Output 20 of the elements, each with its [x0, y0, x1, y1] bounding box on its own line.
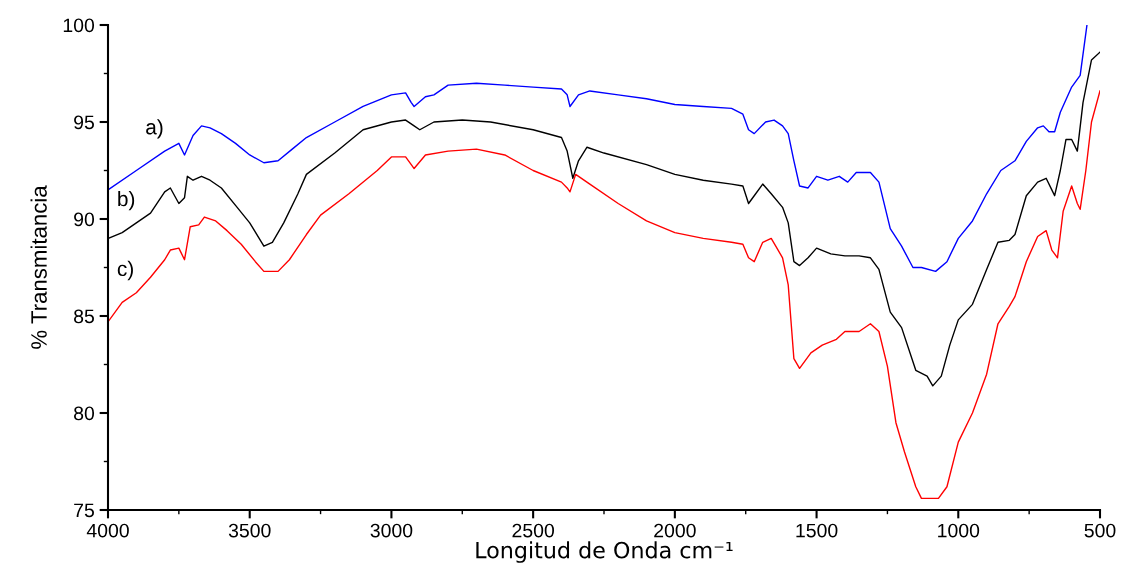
x-tick-label: 2500	[512, 523, 555, 538]
series-label: a)	[146, 119, 163, 139]
x-tick-label: 2000	[654, 523, 696, 538]
x-tick-label: 4000	[86, 523, 129, 538]
series-label: c)	[117, 260, 133, 281]
x-tick-label: 3500	[228, 523, 271, 538]
y-tick-label: 100	[63, 18, 95, 33]
series-label: b)	[118, 190, 135, 211]
x-axis-title: Longitud de Onda cm⁻¹	[476, 541, 733, 563]
y-tick-label: 75	[74, 503, 94, 518]
y-axis-title: % Transmitancia	[30, 185, 47, 349]
y-tick-label: 90	[74, 212, 95, 227]
x-tick-label: 1500	[796, 523, 838, 538]
line-series	[108, 90, 1100, 500]
x-tick-label: 3000	[370, 523, 413, 538]
y-tick-label: 85	[74, 309, 94, 324]
x-tick-label: 500	[1084, 523, 1116, 538]
x-tick-label: 1000	[938, 523, 980, 538]
y-tick-label: 95	[74, 115, 94, 130]
y-tick-label: 80	[74, 406, 95, 421]
